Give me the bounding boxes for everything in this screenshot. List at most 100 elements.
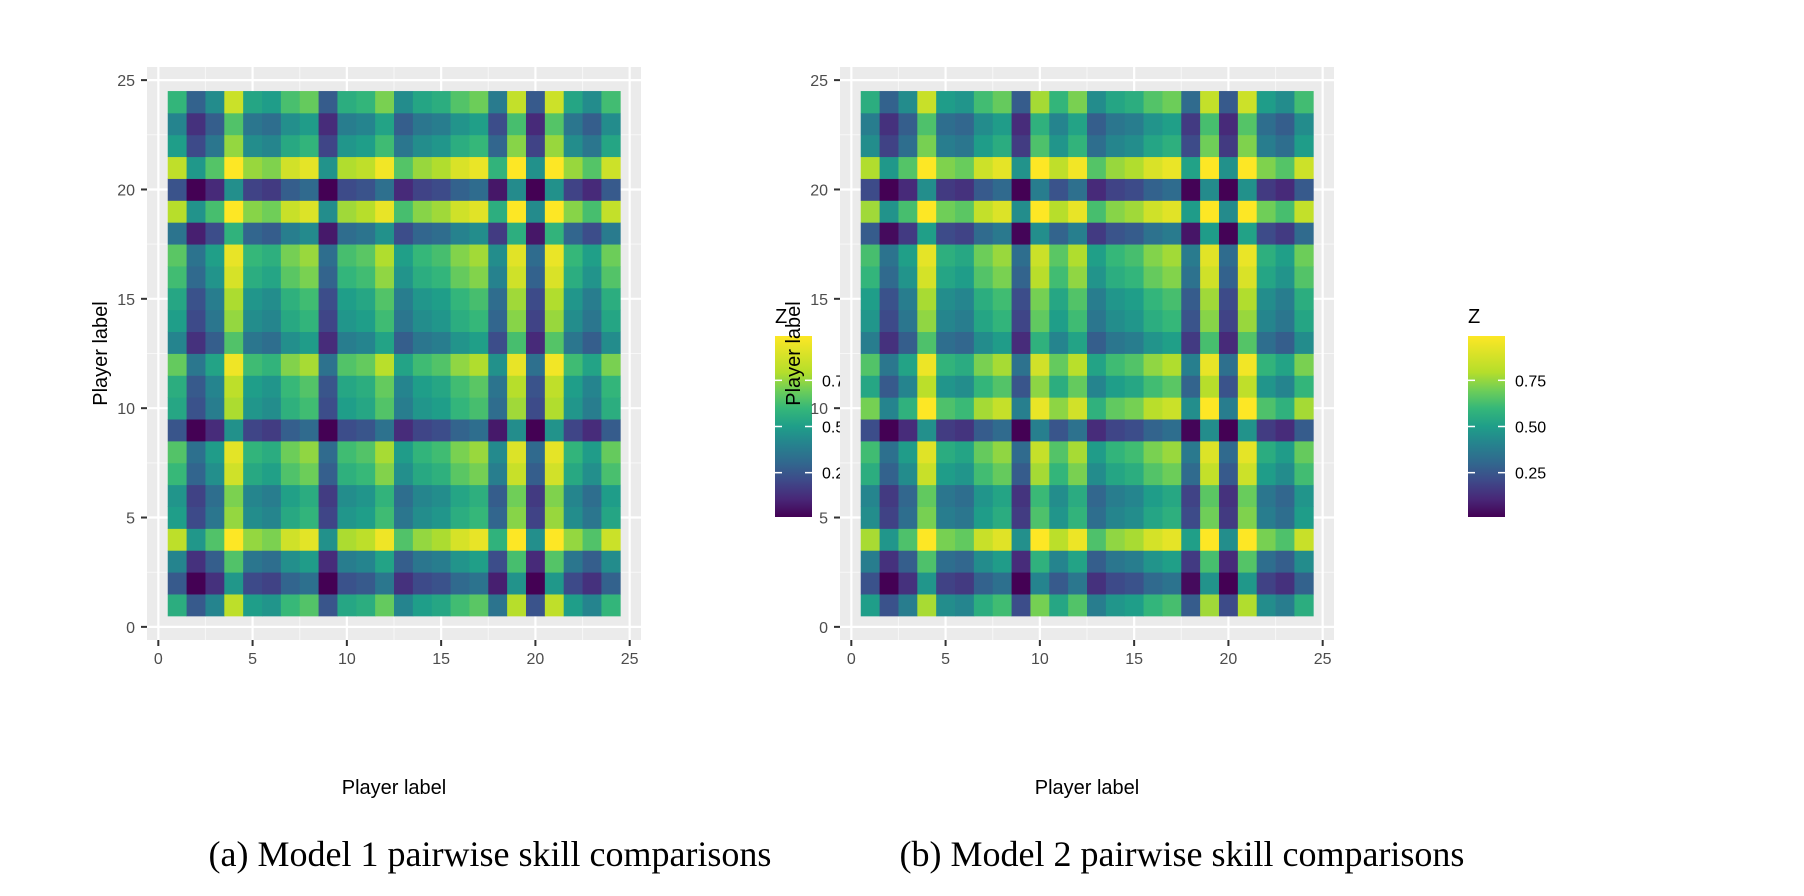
panel-2-tile — [1181, 222, 1201, 245]
panel-1-tile — [262, 506, 282, 529]
panel-1-tile — [469, 331, 489, 354]
panel-2-tile — [1030, 594, 1050, 617]
panel-1-tile — [469, 156, 489, 179]
panel-1-tile — [450, 244, 470, 267]
panel-2-tile — [898, 287, 918, 311]
panel-2-tile — [992, 375, 1012, 398]
panel-1-tile — [394, 91, 414, 114]
panel-1-tile — [167, 572, 187, 595]
panel-1-tile — [318, 572, 338, 595]
panel-1-tile — [280, 287, 301, 311]
panel-2-tile — [879, 309, 899, 333]
panel-1-tile — [507, 440, 527, 464]
panel-1-tile — [563, 594, 583, 617]
panel-2-tile — [860, 419, 880, 442]
panel-1-tile — [582, 353, 602, 376]
panel-1-tile — [299, 375, 319, 398]
panel-2-tile — [1218, 244, 1239, 267]
panel-1-tile — [356, 287, 376, 311]
panel-1-tile — [582, 506, 602, 529]
panel-2-tile — [1181, 572, 1201, 595]
panel-1-tile — [525, 572, 546, 595]
panel-1-tile — [224, 440, 244, 464]
panel-1-tile — [431, 287, 451, 311]
panel-2-tile — [879, 506, 899, 529]
panel-2-tile — [1068, 528, 1088, 551]
panel-2-tile — [936, 266, 956, 289]
panel-2-tile — [1087, 91, 1107, 114]
panel-1-tile — [488, 419, 508, 442]
panel-2-tile — [917, 266, 937, 289]
panel-1-tile — [299, 353, 319, 376]
panel-2-tile — [1275, 572, 1295, 595]
panel-2-tile — [879, 266, 899, 289]
panel-2-tile — [1275, 112, 1295, 136]
panel-2-tile — [1294, 594, 1314, 617]
panel-2-tile — [1068, 266, 1088, 289]
panel-2-tile — [1087, 244, 1107, 267]
panel-2-tile — [898, 397, 918, 420]
panel-2-tile — [973, 375, 994, 398]
panel-1-tile — [431, 506, 451, 529]
panel-2-tile — [1049, 594, 1069, 617]
panel-1-tile — [337, 134, 357, 158]
panel-2-tile — [1068, 397, 1088, 420]
panel-2-tile — [1105, 397, 1126, 420]
panel-2-tile — [898, 572, 918, 595]
panel-1-tile — [563, 134, 583, 158]
panel-2-tile — [992, 134, 1012, 158]
panel-1-tile — [205, 112, 225, 136]
panel-1-tile — [601, 375, 621, 398]
panel-1-tile — [167, 550, 187, 573]
panel-1-tile — [205, 91, 225, 114]
panel-1-tile — [318, 134, 338, 158]
panel-1-tile — [205, 353, 225, 376]
panel-1-tile — [507, 484, 527, 507]
panel-1-tile — [525, 178, 546, 201]
panel-2-tile — [898, 91, 918, 114]
panel-1-tile — [431, 222, 451, 245]
panel-2-tile — [992, 572, 1012, 595]
panel-1-tile — [337, 572, 357, 595]
panel-1-tile — [488, 506, 508, 529]
panel-2-tile — [973, 200, 994, 223]
panel-1-tile — [243, 287, 263, 311]
panel-2-tile — [973, 353, 994, 376]
panel-2-tile — [1275, 528, 1295, 551]
panel-2-tile — [1162, 506, 1182, 529]
panel-2-tile — [1256, 91, 1276, 114]
panel-1-tile — [525, 309, 546, 333]
panel-2-tile — [1237, 419, 1258, 442]
panel-1-tile — [224, 287, 244, 311]
panel-2-tile — [1256, 309, 1276, 333]
panel-2-legend-title: Z — [1468, 306, 1480, 328]
panel-2-tile — [1087, 331, 1107, 354]
panel-2-tile — [973, 222, 994, 245]
panel-2-tile — [1087, 353, 1107, 376]
panel-1-tile — [450, 266, 470, 289]
panel-2-tile — [1181, 506, 1201, 529]
panel-2-tile — [860, 156, 880, 179]
panel-2-tile — [1124, 353, 1144, 376]
panel-2-tile — [973, 440, 994, 464]
panel-1-tile — [243, 419, 263, 442]
panel-2-tile — [1256, 440, 1276, 464]
panel-2-tile — [1275, 200, 1295, 223]
panel-1-tile — [507, 156, 527, 179]
panel-1-tile — [167, 134, 187, 158]
panel-2-tile — [1143, 200, 1163, 223]
panel-2-tile — [1294, 375, 1314, 398]
panel-1-tile — [525, 134, 546, 158]
panel-2-tile — [1218, 506, 1239, 529]
panel-1-tile — [356, 572, 376, 595]
panel-1-tile — [186, 222, 206, 245]
panel-2-tile — [1143, 134, 1163, 158]
panel-2-tile — [1181, 375, 1201, 398]
panel-2-tile — [1087, 419, 1107, 442]
panel-2-tile — [1105, 375, 1126, 398]
panel-2-tile — [1068, 572, 1088, 595]
panel-1-tile — [224, 309, 244, 333]
panel-1-tile — [525, 462, 546, 486]
panel-1-tile — [337, 594, 357, 617]
panel-1-tile — [243, 375, 263, 398]
